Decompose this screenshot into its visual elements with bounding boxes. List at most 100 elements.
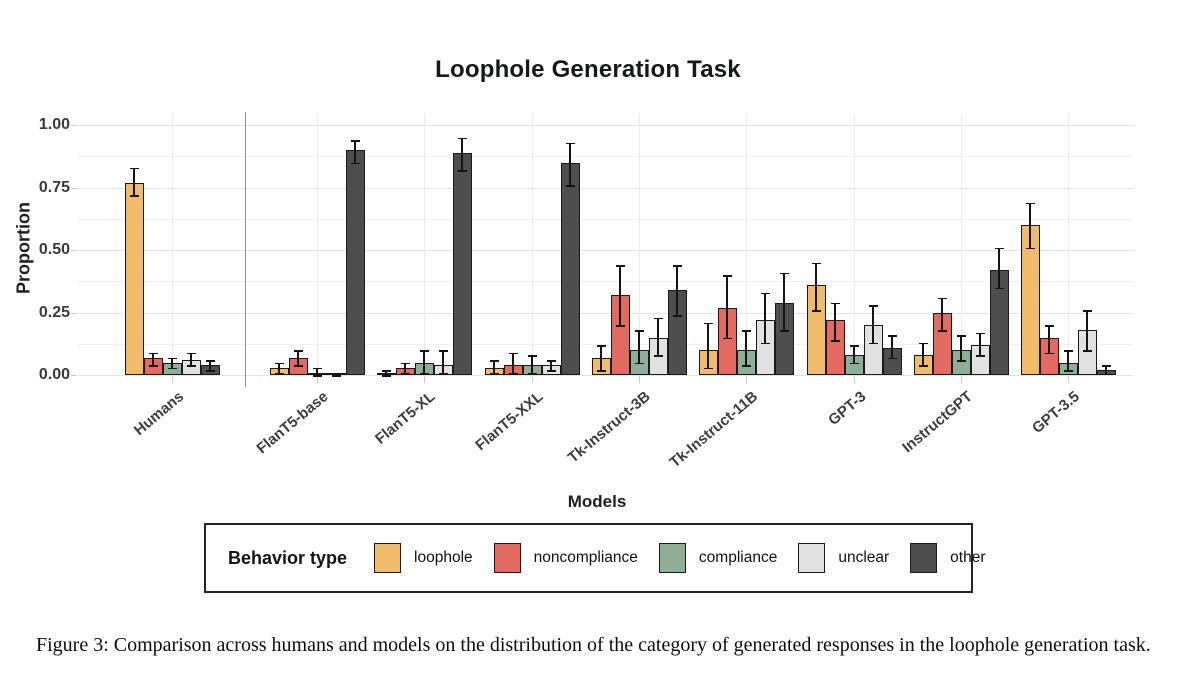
legend-item-label: unclear [838, 549, 890, 566]
x-tick [1068, 376, 1069, 383]
gridline-minor [78, 218, 1133, 220]
error-bar-cap-top [975, 332, 985, 335]
error-bar-cap-bottom [129, 195, 139, 197]
legend-item-label: compliance [698, 549, 778, 566]
x-tick [639, 376, 640, 383]
error-bar-cap-bottom [994, 287, 1004, 290]
gridline-vertical [961, 113, 962, 375]
error-bar [461, 137, 463, 170]
error-bar-cap-bottom [887, 357, 897, 360]
x-tick-label: Tk-Instruct-3B [565, 388, 654, 467]
error-bar [979, 332, 981, 355]
error-bar-cap-top [722, 275, 732, 277]
error-bar-cap-bottom [722, 337, 732, 340]
error-bar [493, 360, 495, 373]
gridline-minor [78, 281, 1133, 283]
error-bar-cap-top [703, 322, 713, 325]
error-bar-cap-top [887, 335, 897, 337]
error-bar-cap-top [849, 345, 859, 347]
error-bar-cap-bottom [400, 372, 410, 375]
gridline-vertical [639, 113, 640, 375]
error-bar-cap-top [312, 367, 322, 370]
error-bar [941, 297, 943, 330]
error-bar-cap-bottom [672, 315, 682, 317]
error-bar-cap-top [546, 360, 556, 362]
error-bar [872, 305, 874, 343]
error-bar [657, 317, 659, 355]
legend-swatch-loophole [374, 543, 402, 573]
y-tick [71, 312, 77, 314]
error-bar-cap-top [508, 352, 518, 355]
error-bar-cap-top [565, 142, 575, 145]
error-bar-cap-bottom [703, 367, 713, 370]
error-bar [423, 350, 425, 373]
error-bar [550, 360, 552, 370]
facet-separator-line [245, 112, 246, 387]
figure-caption: Figure 3: Comparison across humans and m… [36, 634, 1151, 656]
error-bar-cap-bottom [565, 185, 575, 187]
y-tick-label: 1.00 [38, 116, 70, 133]
error-bar-cap-top [148, 352, 158, 355]
error-bar-cap-bottom [312, 375, 322, 377]
legend-swatch-unclear [798, 543, 826, 573]
error-bar-cap-top [381, 370, 391, 372]
error-bar [922, 342, 924, 365]
error-bar [726, 275, 728, 338]
error-bar-cap-top [653, 317, 663, 320]
legend-item-unclear: unclear [798, 543, 889, 573]
error-bar-cap-bottom [1101, 373, 1111, 376]
gridline-vertical [1068, 113, 1069, 375]
error-bar-cap-bottom [205, 370, 215, 372]
x-axis-title: Models [567, 492, 627, 511]
error-bar [1105, 365, 1107, 374]
x-tick-label: GPT-3 [824, 388, 869, 429]
error-bar-cap-top [1082, 310, 1092, 312]
error-bar-cap-bottom [419, 372, 429, 375]
legend-item-noncompliance: noncompliance [493, 543, 638, 573]
error-bar [190, 352, 192, 365]
error-bar [278, 362, 280, 373]
legend-swatch-noncompliance [493, 543, 521, 573]
error-bar [316, 367, 318, 375]
legend-item-other: other [910, 543, 986, 573]
error-bar-cap-top [186, 352, 196, 355]
y-tick [71, 250, 77, 251]
y-tick-label: 0.00 [38, 366, 70, 383]
error-bar-cap-top [205, 360, 215, 362]
error-bar-cap-top [1063, 350, 1073, 352]
error-bar-cap-bottom [527, 372, 537, 375]
gridline-vertical [746, 113, 747, 375]
error-bar-cap-top [129, 167, 139, 170]
gridline-major [78, 250, 1133, 251]
error-bar-cap-bottom [779, 330, 789, 332]
error-bar [707, 322, 709, 368]
bar-other [560, 162, 580, 375]
gridline-major [78, 375, 1133, 376]
error-bar-cap-top [868, 305, 878, 307]
x-tick-label: FlanT5-XL [372, 388, 439, 448]
y-tick [71, 187, 77, 189]
legend-title: Behavior type [228, 547, 348, 568]
gridline-major [78, 312, 1133, 314]
error-bar-cap-top [741, 330, 751, 332]
error-bar [1048, 325, 1050, 353]
error-bar-cap-bottom [596, 370, 606, 372]
error-bar-cap-top [1101, 365, 1111, 367]
error-bar [600, 345, 602, 370]
y-tick-label: 0.75 [38, 178, 70, 196]
error-bar-cap-top [596, 345, 606, 347]
error-bar-cap-bottom [293, 365, 303, 367]
error-bar-cap-bottom [760, 342, 770, 345]
legend-item-label: other [950, 549, 986, 566]
error-bar-cap-bottom [508, 372, 518, 375]
error-bar-cap-bottom [830, 340, 840, 342]
error-bar-cap-bottom [438, 372, 448, 375]
error-bar-cap-bottom [741, 365, 751, 367]
error-bar [297, 350, 299, 365]
x-tick [317, 376, 318, 383]
error-bar-cap-top [811, 262, 821, 265]
x-tick [424, 376, 425, 383]
x-tick [854, 376, 855, 383]
error-bar [152, 352, 154, 365]
